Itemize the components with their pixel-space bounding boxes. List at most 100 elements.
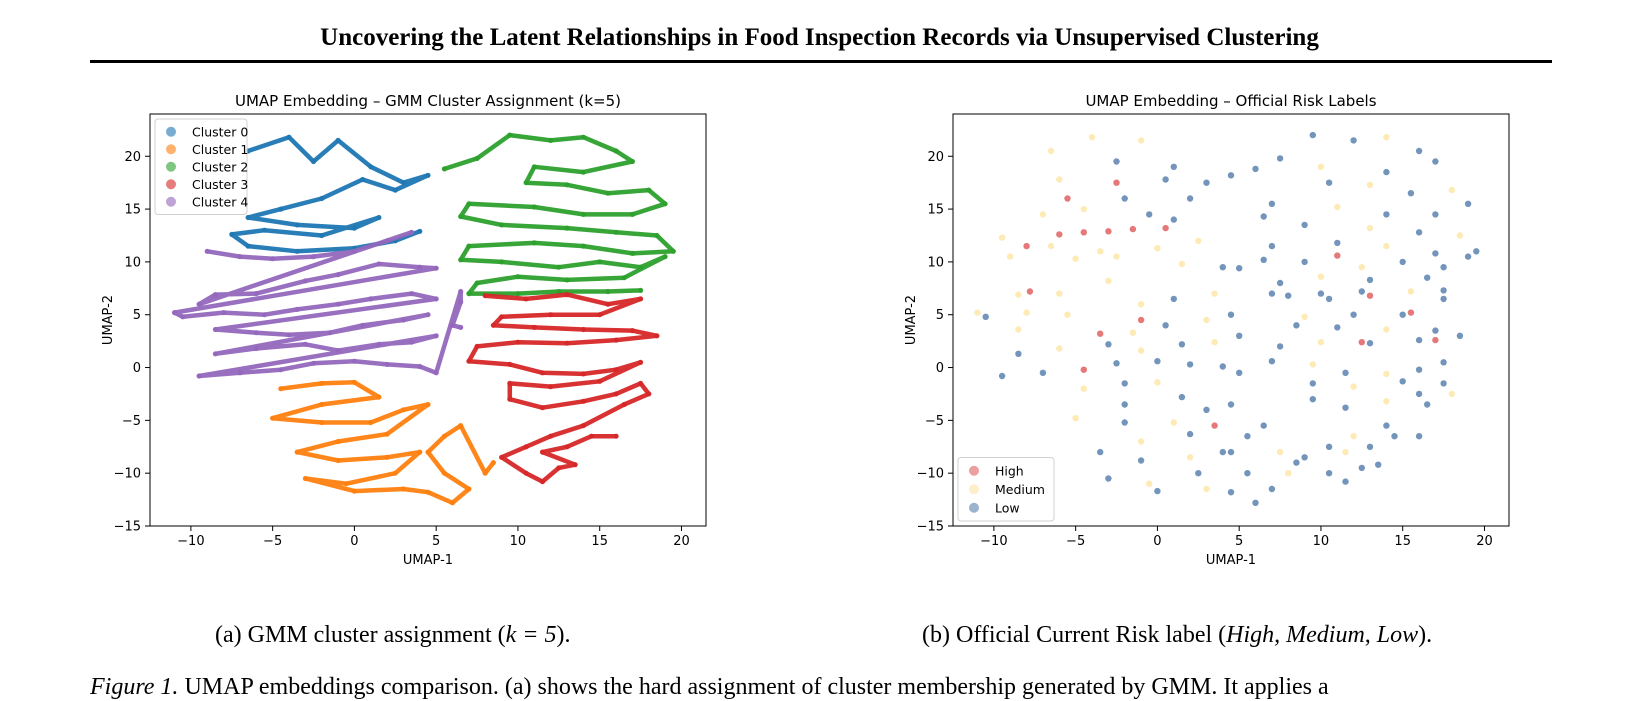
- data-point: [294, 306, 300, 312]
- data-point: [1186, 195, 1194, 202]
- data-point: [1097, 248, 1104, 255]
- data-point: [1432, 250, 1439, 257]
- data-point: [1415, 390, 1423, 398]
- data-point: [564, 277, 570, 283]
- data-point: [613, 229, 619, 235]
- data-point: [499, 454, 505, 460]
- data-point: [564, 225, 570, 231]
- data-point: [294, 449, 300, 455]
- data-point: [1317, 290, 1325, 297]
- data-point: [1121, 419, 1128, 426]
- data-point: [1121, 401, 1128, 408]
- series-line: [270, 380, 496, 506]
- data-point: [1170, 419, 1177, 426]
- data-point: [351, 225, 357, 231]
- data-point: [1056, 176, 1063, 183]
- data-point: [1113, 158, 1120, 165]
- series-line: [229, 134, 431, 254]
- data-point: [1448, 390, 1455, 398]
- data-point: [1137, 438, 1145, 445]
- y-tick-label: 15: [927, 203, 944, 218]
- data-point: [1227, 172, 1235, 179]
- y-tick-label: 10: [124, 255, 141, 270]
- data-point: [294, 248, 300, 254]
- data-point: [1195, 237, 1202, 244]
- legend-marker: [969, 484, 979, 495]
- plot-frame: [149, 113, 707, 527]
- data-point: [605, 288, 611, 295]
- data-point: [670, 248, 676, 254]
- data-point: [294, 222, 300, 228]
- data-point: [270, 256, 276, 262]
- data-point: [278, 206, 284, 212]
- data-point: [499, 222, 505, 228]
- data-point: [1105, 475, 1112, 482]
- plot-frame: [952, 113, 1510, 527]
- x-tick-label: −10: [980, 534, 1007, 549]
- data-point: [605, 190, 611, 196]
- y-tick-label: −15: [114, 520, 141, 535]
- data-point: [1137, 347, 1145, 354]
- data-point: [310, 158, 317, 165]
- data-point: [499, 314, 505, 320]
- legend-label: Cluster 2: [192, 159, 248, 174]
- legend-label: Cluster 0: [192, 124, 248, 139]
- data-point: [302, 341, 308, 347]
- legend: High Medium Low: [957, 457, 1055, 522]
- data-point: [1415, 433, 1423, 440]
- x-tick-label: 5: [1235, 534, 1243, 549]
- data-point: [1047, 242, 1055, 250]
- data-point: [564, 444, 570, 450]
- data-point: [1293, 322, 1300, 329]
- data-point: [1252, 499, 1259, 506]
- data-point: [1268, 290, 1276, 297]
- data-point: [1383, 370, 1390, 378]
- data-point: [539, 449, 546, 455]
- legend-label: Low: [995, 500, 1020, 515]
- data-point: [1113, 179, 1120, 186]
- data-point: [1113, 253, 1120, 260]
- data-point: [556, 288, 562, 295]
- data-point: [384, 431, 390, 437]
- data-point: [1227, 401, 1235, 408]
- data-point: [335, 457, 341, 464]
- legend: Cluster 0 Cluster 1 Cluster 2 Cluster 3 Clus…: [154, 118, 248, 215]
- data-point: [580, 423, 586, 429]
- data-point: [286, 332, 292, 338]
- subcaption-b-math: High, Medium, Low: [1226, 622, 1419, 648]
- data-point: [1154, 379, 1161, 386]
- data-point: [490, 460, 496, 466]
- chart-title: UMAP Embedding – GMM Cluster Assignment …: [235, 92, 621, 110]
- data-point: [1268, 200, 1276, 207]
- data-point: [1432, 158, 1439, 165]
- chart-title: UMAP Embedding – Official Risk Labels: [1085, 92, 1376, 110]
- data-point: [1227, 311, 1235, 318]
- data-point: [1121, 380, 1128, 387]
- chart-gmm-clusters: UMAP Embedding – GMM Cluster Assignment …: [101, 92, 707, 568]
- data-point: [1129, 329, 1137, 336]
- data-point: [1203, 485, 1210, 493]
- data-point: [1252, 165, 1259, 173]
- data-point: [212, 292, 218, 298]
- data-point: [409, 339, 415, 345]
- data-point: [253, 345, 259, 352]
- y-tick-label: 5: [936, 308, 944, 323]
- data-point: [1342, 448, 1349, 456]
- data-point: [1358, 288, 1365, 295]
- x-tick-label: −10: [177, 534, 204, 549]
- data-point: [441, 166, 447, 172]
- data-point: [376, 261, 382, 267]
- data-point: [278, 386, 284, 392]
- data-point: [392, 470, 398, 476]
- data-point: [580, 169, 586, 175]
- data-point: [1178, 393, 1186, 401]
- data-point: [253, 291, 259, 297]
- data-point: [351, 248, 357, 254]
- data-point: [1056, 345, 1063, 352]
- y-tick-label: −10: [917, 467, 944, 482]
- data-point: [1064, 195, 1071, 202]
- data-point: [1276, 279, 1284, 287]
- legend-label: Cluster 3: [192, 177, 248, 192]
- data-point: [1317, 273, 1325, 280]
- data-point: [466, 243, 472, 249]
